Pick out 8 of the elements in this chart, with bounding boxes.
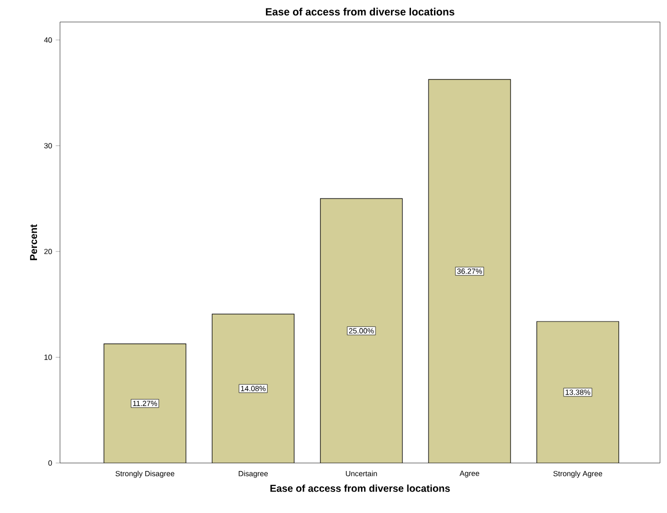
bar (104, 344, 186, 463)
bar (428, 79, 511, 463)
bar (212, 314, 294, 463)
chart-title: Ease of access from diverse locations (266, 8, 454, 16)
bar (536, 321, 620, 463)
y-axis-title: Percent (30, 224, 38, 260)
bar (320, 198, 403, 463)
x-axis-title: Ease of access from diverse locations (270, 484, 450, 492)
